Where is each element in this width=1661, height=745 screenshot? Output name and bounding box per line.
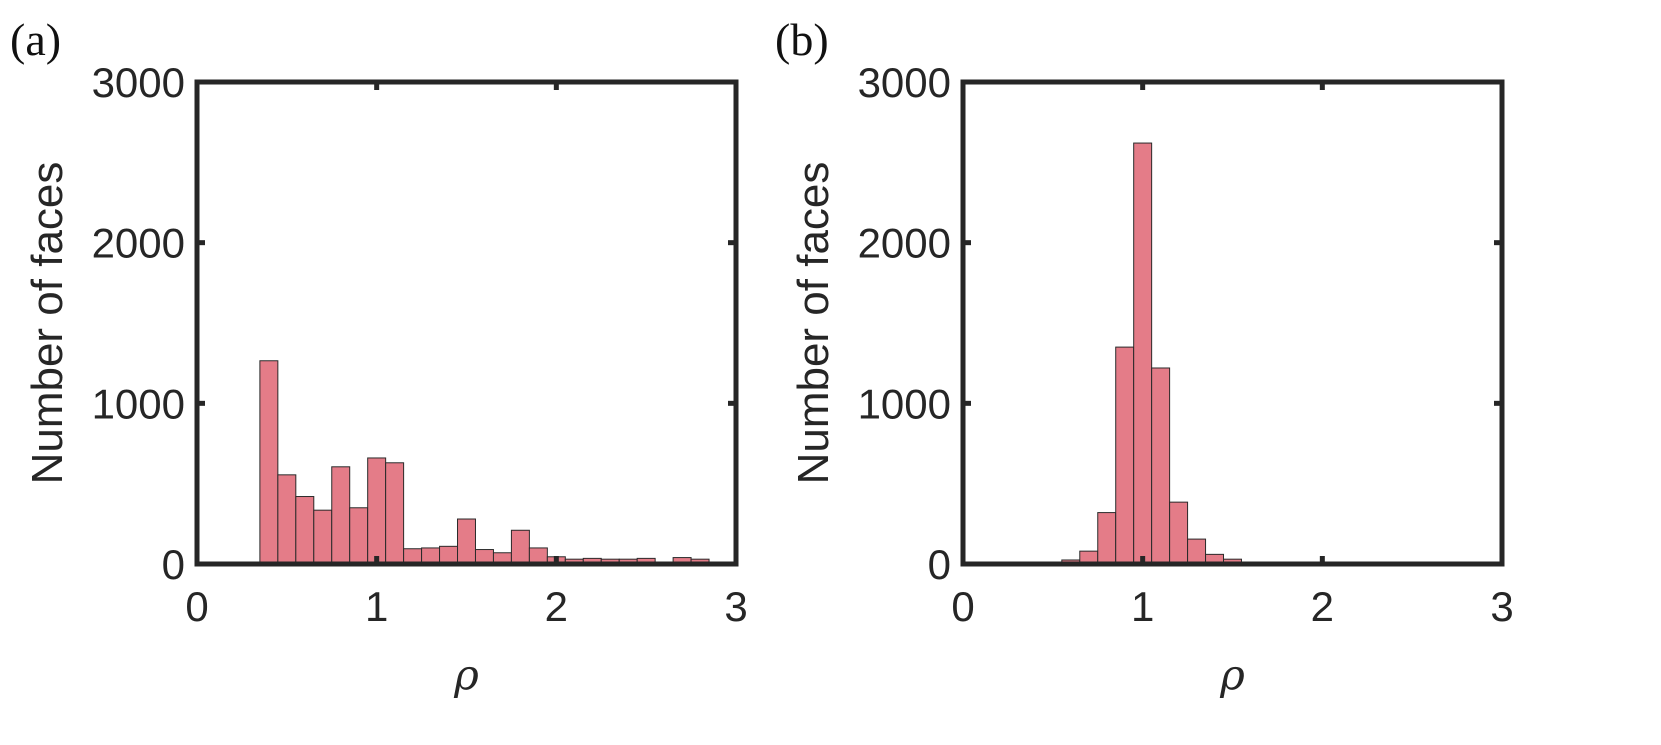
histogram-bar <box>385 462 405 565</box>
histogram-bar <box>1187 538 1207 565</box>
y-tick-label: 0 <box>928 541 951 588</box>
x-tick-label: 1 <box>365 583 388 630</box>
x-tick-label: 2 <box>545 583 568 630</box>
x-tick-label: 2 <box>1311 583 1334 630</box>
histogram-bar <box>1151 367 1171 565</box>
x-tick-label: 3 <box>724 583 747 630</box>
x-axis-label: ρ <box>453 650 479 699</box>
y-tick-label: 1000 <box>858 380 951 427</box>
panel-b: 0 1 2 3 0 1000 2000 3000 Number of faces ρ (b) <box>775 14 1514 699</box>
histogram-bar <box>439 545 459 565</box>
panel-label: (a) <box>10 14 61 65</box>
y-axis-label: Number of faces <box>23 162 72 485</box>
histogram-bar <box>313 509 333 565</box>
histogram-bar <box>457 518 476 565</box>
y-tick-label: 1000 <box>92 380 185 427</box>
y-tick-label: 3000 <box>92 59 185 106</box>
histogram-bar <box>1169 501 1189 565</box>
histogram-bar <box>259 360 279 565</box>
histogram-bar <box>277 474 297 565</box>
x-tick-label: 0 <box>951 583 974 630</box>
x-tick-label: 1 <box>1131 583 1154 630</box>
histogram-bar <box>295 496 315 565</box>
histogram-bar <box>1115 346 1135 565</box>
y-tick-label: 2000 <box>858 220 951 267</box>
x-axis-label: ρ <box>1219 650 1245 699</box>
axes-box <box>194 79 739 567</box>
histogram-bar <box>1097 512 1117 565</box>
histogram-bar <box>1133 142 1153 565</box>
x-tick-label: 3 <box>1490 583 1513 630</box>
histogram-bar <box>331 466 351 565</box>
x-tick-label: 0 <box>185 583 208 630</box>
y-tick-label: 0 <box>162 541 185 588</box>
panel-a: 0 1 2 3 0 1000 2000 3000 Number of faces ρ (a) <box>10 14 748 699</box>
panel-label: (b) <box>775 14 829 65</box>
histogram-bar <box>367 457 387 565</box>
y-tick-label: 3000 <box>858 59 951 106</box>
histogram-bar <box>349 507 369 565</box>
histogram-bar <box>510 529 530 565</box>
y-axis-label: Number of faces <box>789 162 838 485</box>
axes-box <box>960 79 1505 567</box>
y-tick-label: 2000 <box>92 220 185 267</box>
